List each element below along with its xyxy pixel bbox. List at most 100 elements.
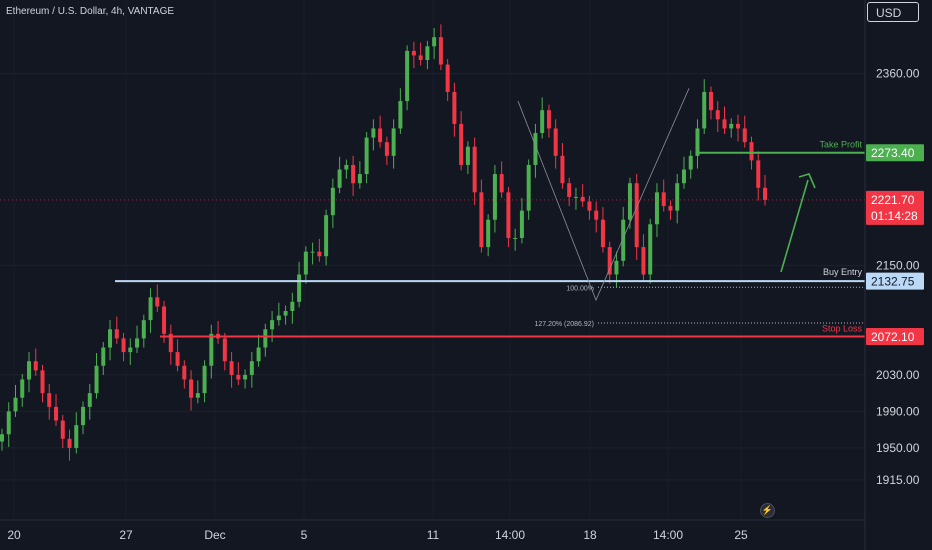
candle [567, 177, 572, 207]
projection-arrow-shaft [780, 179, 809, 273]
candle [27, 352, 32, 393]
currency-button[interactable]: USD [867, 2, 919, 22]
lightning-icon[interactable]: ⚡ [760, 503, 775, 518]
candle [681, 156, 686, 189]
candle [384, 136, 389, 165]
candle [182, 360, 187, 389]
candle [357, 161, 362, 189]
candle [486, 214, 491, 257]
candle [344, 159, 349, 179]
candle-body [135, 338, 140, 348]
candle [479, 179, 484, 253]
candle-body [67, 438, 72, 448]
candle-body [155, 297, 160, 307]
candle-body [391, 128, 396, 156]
candle [499, 161, 504, 198]
candle [148, 288, 153, 333]
stop-loss-badge-value: 2072.10 [871, 330, 915, 344]
candle-body [580, 196, 585, 202]
candle [74, 412, 79, 454]
candle-body [405, 50, 410, 102]
candle [256, 334, 261, 367]
buy-entry-badge-bg [866, 272, 924, 290]
candle [54, 394, 59, 427]
candle-body [668, 206, 673, 211]
candle [67, 429, 72, 461]
candle-body [243, 374, 248, 380]
candle [675, 174, 680, 224]
candle [411, 41, 416, 69]
candle-body [371, 128, 376, 138]
candle-body [465, 146, 470, 165]
candle-body [101, 347, 106, 366]
candle [317, 238, 322, 262]
candle-body [661, 192, 666, 207]
candle-body [681, 169, 686, 184]
last-price-badge-bg [866, 190, 924, 225]
candle [607, 241, 612, 284]
candle [641, 234, 646, 280]
candle [452, 82, 457, 137]
candle [128, 338, 133, 365]
time-axis[interactable]: 20 27 Dec 5 11 14:00 18 14:00 25 [7, 528, 748, 542]
x-tick-label: 14:00 [653, 528, 683, 542]
candle-body [249, 361, 254, 375]
price-axis[interactable]: 1915.00 1950.00 1990.00 2030.00 2150.00 2360.… [876, 67, 920, 487]
candle-body [114, 329, 119, 339]
candle-body [40, 370, 45, 394]
candle [364, 132, 369, 184]
fib-extension-path [517, 88, 690, 302]
candle [60, 415, 65, 448]
candle-body [27, 361, 32, 380]
candle-body [337, 169, 342, 188]
candle-body [222, 338, 227, 362]
last-price-badge-value: 2221.70 [871, 193, 915, 207]
candle-body [364, 137, 369, 175]
candle-body [168, 333, 173, 353]
candle-body [729, 123, 734, 129]
candle-body [87, 393, 92, 407]
candle-body [229, 361, 234, 375]
candle [303, 246, 308, 284]
candle [729, 118, 734, 138]
candle-body [148, 297, 153, 321]
candle-body [519, 210, 524, 238]
candle [121, 332, 126, 362]
candle-body [175, 352, 180, 366]
candle-body [256, 347, 261, 362]
candle-body [627, 183, 632, 220]
candle [249, 352, 254, 388]
x-tick-label: 5 [301, 528, 308, 542]
candle-body [506, 192, 511, 238]
candle [101, 342, 106, 375]
candle-body [648, 224, 653, 275]
candle [425, 40, 430, 70]
candle [560, 143, 565, 189]
candle-body [553, 128, 558, 156]
candle-body [54, 406, 59, 421]
candle-body [209, 333, 214, 366]
candle-body [432, 37, 437, 47]
fib-level-label: 127.20% (2086.92) [534, 321, 594, 328]
candle [418, 42, 423, 66]
candle [20, 373, 25, 407]
candle [621, 206, 626, 267]
candle-body [398, 101, 403, 129]
candle [141, 314, 146, 348]
candle [94, 352, 99, 399]
candle-body [263, 329, 268, 348]
candle-body [20, 379, 25, 398]
candle [6, 402, 11, 448]
candle-body [121, 338, 126, 353]
candle-body [317, 251, 322, 257]
candle [526, 159, 531, 220]
price-badges: 2273.40 2132.75 2072.10 2221.70 01:14:28 [866, 144, 924, 345]
candle-body [567, 183, 572, 197]
candle [33, 348, 38, 376]
candle-body [749, 142, 754, 161]
candle [175, 339, 180, 372]
candle [695, 119, 700, 169]
candle-body [330, 187, 335, 216]
